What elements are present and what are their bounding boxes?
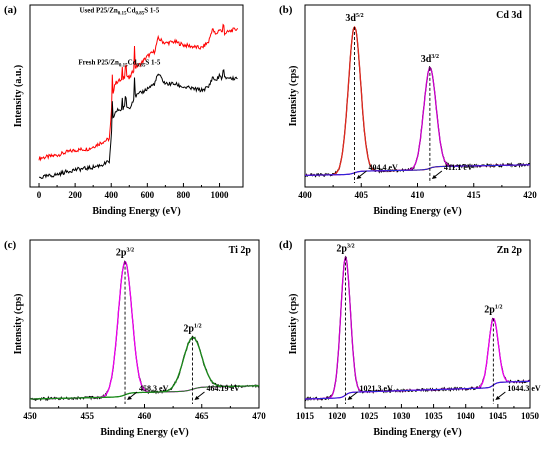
peak-label: 2p1/2: [484, 305, 502, 316]
series-label: Used P25/Zn0.15Cd0.85S 1-5: [79, 7, 159, 17]
x-tick-label: 200: [68, 190, 82, 200]
peak-annotation: 458.3 eV: [139, 384, 169, 393]
peak-label-main: 2p: [116, 248, 127, 259]
annotation-arrowhead: [431, 175, 437, 179]
annotation-arrowhead: [194, 396, 200, 400]
x-tick-label: 1020: [328, 411, 347, 421]
background-line: [305, 380, 530, 400]
panel-b: 400 405 410 415 420 Binding Energy (eV) Intens…: [279, 4, 537, 217]
x-tick-label: 1045: [489, 411, 508, 421]
x-tick-label: 470: [252, 411, 266, 421]
peak-label: 2p1/2: [183, 323, 201, 334]
x-tick-label: 1030: [392, 411, 411, 421]
x-tick-label: 400: [104, 190, 118, 200]
x-axis-title: Binding Energy (eV): [373, 206, 461, 217]
y-axis-title: Intensity (cps): [288, 66, 299, 127]
panel-a: 0 200 400 600 800 1000 Binding Energy (eV) Inte…: [4, 4, 244, 217]
peak-annotation: 464.19 eV: [206, 384, 240, 393]
element-label: Zn 2p: [497, 245, 523, 256]
peak-label: 2p3/2: [116, 248, 134, 259]
x-tick-label: 420: [523, 190, 537, 200]
panel-c: 450 455 460 465 470 Binding Energy (eV) Intens…: [4, 239, 266, 438]
peak-annotation: 411.1 eV: [444, 163, 473, 172]
series-label-part: Cd: [127, 7, 136, 15]
x-tick-label: 400: [298, 190, 312, 200]
panel-letter: (c): [4, 239, 17, 251]
x-tick-label: 0: [37, 190, 42, 200]
peak-label-sup: 1/2: [194, 323, 202, 329]
peak-label-sup: 3/2: [431, 54, 439, 60]
x-axis-title: Binding Energy (eV): [100, 427, 188, 438]
series-label-part: S 1-5: [145, 58, 160, 66]
background-line: [305, 164, 530, 176]
plot-frame: [29, 239, 260, 409]
x-tick-label: 1025: [360, 411, 379, 421]
series-line: [38, 23, 239, 162]
element-label: Cd 3d: [496, 10, 522, 21]
series-label-sub: 0.85: [137, 63, 146, 68]
annotation-arrowhead: [356, 175, 362, 179]
x-tick-label: 1035: [425, 411, 444, 421]
peak-label-main: 3d: [421, 54, 432, 65]
series-label-sub: 0.15: [118, 12, 127, 17]
plot-frame: [29, 4, 244, 188]
peak-label-sup: 3/2: [126, 248, 134, 254]
x-tick-label: 1015: [296, 411, 315, 421]
panel-letter: (d): [279, 239, 293, 251]
x-tick-label: 600: [141, 190, 155, 200]
peak-annotation: 1021.3 eV: [360, 384, 394, 393]
x-tick-label: 410: [411, 190, 425, 200]
series-label-sub: 0.85: [135, 12, 144, 17]
x-tick-label: 460: [138, 411, 152, 421]
annotation-arrowhead: [347, 396, 353, 400]
annotation-arrowhead: [127, 396, 133, 400]
fit-component-line: [30, 260, 259, 400]
peak-label-sup: 5/2: [356, 13, 364, 19]
y-axis-title: Intensity (a.u.): [13, 65, 24, 128]
x-tick-label: 1040: [457, 411, 476, 421]
peak-label-main: 2p: [484, 305, 495, 316]
x-tick-label: 465: [195, 411, 209, 421]
panel-d: 1015 1020 1025 1030 1035 1040 1045 1050 Binding …: [279, 239, 541, 438]
x-tick-label: 1000: [211, 190, 230, 200]
x-tick-label: 405: [355, 190, 369, 200]
peak-label-main: 3d: [345, 13, 356, 24]
series-label-part: Used P25/Zn: [79, 7, 117, 15]
panel-letter: (a): [4, 4, 17, 16]
series-label-part: Cd: [128, 58, 137, 66]
series-label-part: Fresh P25/Zn: [78, 58, 119, 66]
peak-label: 3d3/2: [421, 54, 439, 65]
x-tick-label: 800: [177, 190, 191, 200]
fit-component-line: [305, 25, 530, 176]
x-tick-label: 1050: [521, 411, 540, 421]
peak-label-main: 2p: [336, 243, 347, 254]
element-label: Ti 2p: [229, 245, 252, 256]
peak-label: 2p3/2: [336, 243, 354, 254]
x-tick-label: 415: [467, 190, 481, 200]
peak-annotation: 404.4 eV: [369, 163, 399, 172]
series-label: Fresh P25/Zn0.15Cd0.85S 1-5: [78, 58, 160, 68]
fit-component-line: [305, 317, 530, 400]
peak-label-sup: 3/2: [347, 243, 355, 249]
x-tick-label: 455: [81, 411, 95, 421]
raw-spectrum-line: [29, 260, 260, 402]
peak-label-sup: 1/2: [495, 305, 503, 311]
background-line: [30, 385, 259, 400]
series-line: [39, 69, 238, 179]
annotation-arrowhead: [495, 396, 501, 400]
panel-letter: (b): [279, 4, 293, 16]
fit-component-line: [305, 67, 530, 176]
peak-annotation: 1044.3 eV: [507, 384, 541, 393]
peak-label: 3d5/2: [345, 13, 363, 24]
y-axis-title: Intensity (cps): [288, 294, 299, 355]
x-tick-label: 450: [23, 411, 37, 421]
peak-label-main: 2p: [183, 323, 194, 334]
plot-frame: [304, 4, 531, 188]
x-axis-title: Binding Energy (eV): [92, 206, 180, 217]
series-label-part: S 1-5: [144, 7, 159, 15]
x-axis-title: Binding Energy (eV): [373, 427, 461, 438]
series-label-sub: 0.15: [119, 63, 128, 68]
y-axis-title: Intensity (cps): [13, 294, 24, 355]
